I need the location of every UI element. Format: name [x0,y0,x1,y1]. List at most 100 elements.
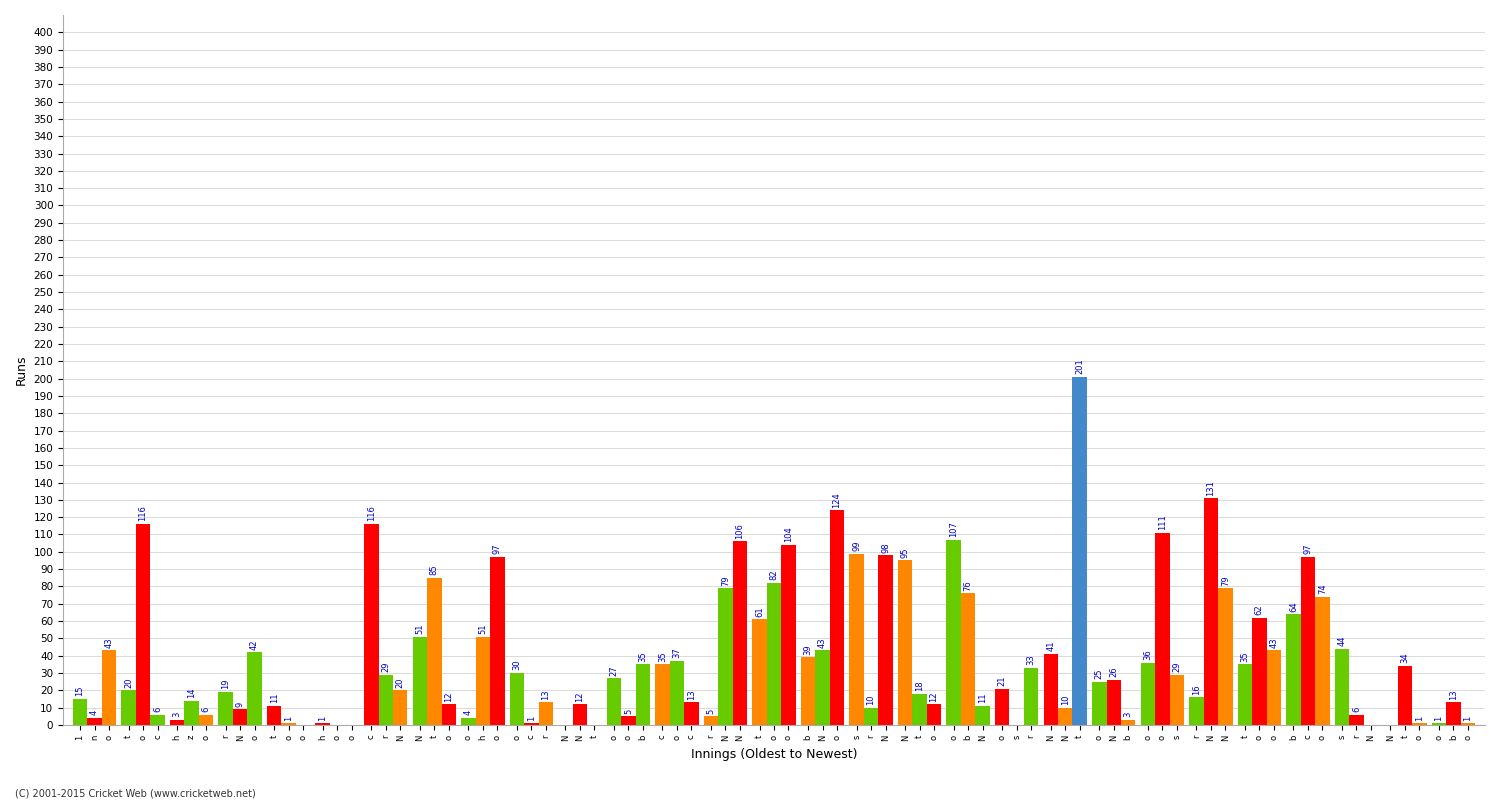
Bar [1286,614,1300,725]
Text: 9: 9 [236,702,244,706]
Bar [150,714,165,725]
Bar [636,664,650,725]
Text: 12: 12 [576,691,585,702]
Bar [864,708,879,725]
Text: 30: 30 [513,660,522,670]
Bar [573,704,586,725]
Bar [1300,557,1316,725]
Text: 116: 116 [368,506,376,522]
Bar [1218,588,1233,725]
Bar [1398,666,1411,725]
Bar [766,583,782,725]
Bar [1335,649,1348,725]
Text: 107: 107 [950,522,958,537]
Text: 61: 61 [754,606,764,617]
Bar [994,689,1010,725]
Bar [315,723,330,725]
Text: 34: 34 [1401,653,1410,663]
Bar [74,699,87,725]
Text: 97: 97 [1304,544,1312,554]
Text: 82: 82 [770,570,778,580]
Bar [1155,533,1170,725]
Bar [267,706,282,725]
Text: 3: 3 [172,712,182,717]
Text: 12: 12 [930,691,939,702]
X-axis label: Innings (Oldest to Newest): Innings (Oldest to Newest) [692,748,858,761]
Bar [830,510,844,725]
Bar [248,652,262,725]
Text: 16: 16 [1192,684,1202,694]
Bar [1120,720,1136,725]
Bar [684,702,699,725]
Bar [102,650,116,725]
Text: 15: 15 [75,686,84,696]
Text: 13: 13 [687,690,696,700]
Text: 111: 111 [1158,514,1167,530]
Bar [378,674,393,725]
Bar [490,557,504,725]
Bar [1432,723,1446,725]
Text: 37: 37 [672,647,681,658]
Text: 42: 42 [251,639,260,650]
Bar [538,702,554,725]
Text: 104: 104 [784,526,794,542]
Text: 79: 79 [722,575,730,586]
Bar [1140,662,1155,725]
Bar [1072,377,1088,725]
Bar [946,540,962,725]
Bar [1092,682,1107,725]
Bar [1412,723,1426,725]
Text: 21: 21 [998,675,1006,686]
Text: 33: 33 [1026,654,1035,666]
Text: 20: 20 [396,678,405,688]
Text: 35: 35 [639,651,648,662]
Bar [732,542,747,725]
Bar [816,650,830,725]
Text: 11: 11 [270,693,279,703]
Text: 6: 6 [201,706,210,712]
Text: 35: 35 [1240,651,1250,662]
Bar [1446,702,1461,725]
Text: 10: 10 [867,694,876,705]
Text: 13: 13 [1449,690,1458,700]
Bar [510,673,524,725]
Text: 25: 25 [1095,669,1104,679]
Bar [1170,674,1184,725]
Text: 20: 20 [124,678,134,688]
Text: 39: 39 [804,644,813,655]
Bar [1058,708,1072,725]
Bar [606,678,621,725]
Text: 41: 41 [1046,641,1054,651]
Bar [1266,650,1281,725]
Text: 1: 1 [318,715,327,721]
Text: 99: 99 [852,541,861,551]
Bar [669,661,684,725]
Bar [476,637,490,725]
Bar [621,716,636,725]
Bar [364,524,378,725]
Text: 29: 29 [381,662,390,672]
Text: 6: 6 [1352,706,1360,712]
Text: 44: 44 [1338,636,1347,646]
Bar [122,690,136,725]
Text: 131: 131 [1206,480,1215,495]
Text: 116: 116 [138,506,147,522]
Text: 43: 43 [1269,638,1278,648]
Bar [184,701,200,725]
Text: 1: 1 [284,715,292,721]
Bar [849,554,864,725]
Bar [1190,698,1203,725]
Bar [801,658,816,725]
Text: 4: 4 [464,710,472,715]
Text: 36: 36 [1143,650,1152,660]
Text: 4: 4 [90,710,99,715]
Bar [1252,618,1266,725]
Bar [460,718,476,725]
Text: 35: 35 [658,651,668,662]
Text: 124: 124 [833,492,842,508]
Text: (C) 2001-2015 Cricket Web (www.cricketweb.net): (C) 2001-2015 Cricket Web (www.cricketwe… [15,788,255,798]
Text: 5: 5 [624,709,633,714]
Text: 27: 27 [609,665,618,676]
Text: 95: 95 [900,547,909,558]
Bar [1203,498,1218,725]
